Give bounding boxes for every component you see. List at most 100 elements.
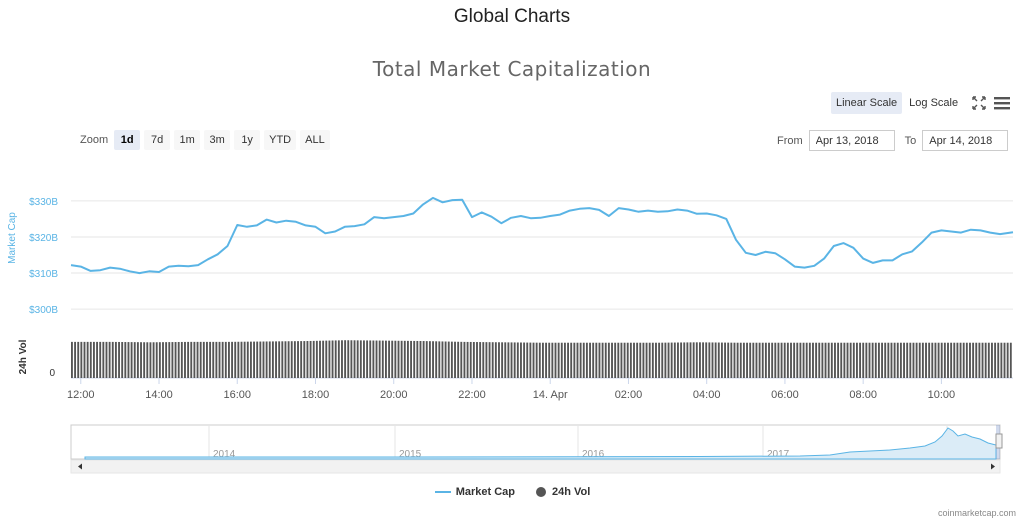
volume-bar bbox=[428, 341, 431, 378]
volume-bar bbox=[444, 341, 447, 378]
volume-bar bbox=[802, 342, 805, 378]
navigator-tick-label: 2015 bbox=[399, 449, 422, 460]
volume-bar bbox=[507, 342, 510, 378]
volume-bar bbox=[463, 341, 466, 378]
volume-bar bbox=[956, 342, 959, 378]
volume-bar bbox=[560, 342, 563, 378]
volume-bar bbox=[950, 342, 953, 378]
zoom-ytd-button[interactable]: YTD bbox=[264, 130, 297, 150]
volume-bar bbox=[925, 342, 927, 378]
volume-bar bbox=[366, 340, 369, 378]
volume-bar bbox=[491, 342, 494, 378]
scroll-right-icon[interactable] bbox=[991, 463, 995, 470]
volume-bar bbox=[319, 340, 321, 378]
volume-bar bbox=[369, 340, 372, 378]
volume-bar bbox=[206, 341, 208, 378]
volume-bar bbox=[111, 341, 114, 378]
volume-bar bbox=[962, 342, 965, 378]
volume-bar bbox=[542, 342, 544, 378]
legend-label-volume: 24h Vol bbox=[551, 486, 591, 498]
volume-bar bbox=[921, 342, 924, 378]
volume-bar bbox=[344, 340, 347, 378]
chart-title: Total Market Capitalization bbox=[372, 57, 652, 81]
volume-bar bbox=[347, 340, 350, 378]
volume-bar bbox=[648, 342, 651, 378]
volume-bar bbox=[89, 341, 92, 378]
x-tick-label: 20:00 bbox=[380, 389, 408, 401]
fullscreen-icon[interactable] bbox=[971, 95, 987, 111]
volume-bar bbox=[165, 342, 168, 378]
zoom-all-button[interactable]: ALL bbox=[300, 130, 330, 150]
zoom-1m-button[interactable]: 1m bbox=[174, 130, 201, 150]
credits[interactable]: coinmarketcap.com bbox=[937, 508, 1016, 518]
volume-bar bbox=[645, 342, 648, 378]
volume-bar bbox=[334, 340, 337, 378]
volume-bar bbox=[899, 342, 902, 378]
volume-bar bbox=[812, 342, 814, 378]
volume-bar bbox=[592, 342, 595, 378]
volume-bar bbox=[689, 342, 692, 378]
volume-bar bbox=[683, 342, 686, 378]
volume-bar bbox=[642, 342, 645, 378]
volume-bar bbox=[86, 341, 89, 378]
line-legend-icon bbox=[434, 491, 451, 493]
zoom-1y-button[interactable]: 1y bbox=[234, 130, 261, 150]
volume-bar bbox=[237, 341, 240, 378]
market-cap-line bbox=[70, 196, 1014, 275]
volume-bar bbox=[768, 342, 770, 378]
volume-bar bbox=[717, 342, 720, 378]
log-scale-button[interactable]: Log Scale bbox=[909, 97, 959, 109]
volume-bar bbox=[397, 340, 400, 378]
volume-bar bbox=[727, 342, 730, 378]
volume-bar bbox=[114, 341, 117, 378]
volume-bar bbox=[969, 342, 971, 378]
volume-bar bbox=[190, 341, 193, 378]
volume-bar bbox=[353, 340, 356, 378]
date-range-selector: From To bbox=[777, 130, 1009, 151]
from-date-input[interactable] bbox=[808, 130, 895, 151]
x-tick-label: 04:00 bbox=[693, 389, 721, 401]
zoom-1d-button[interactable]: 1d bbox=[114, 130, 141, 150]
x-tick-label: 22:00 bbox=[458, 389, 486, 401]
navigator-tick-label: 2017 bbox=[767, 449, 790, 460]
volume-bar bbox=[928, 342, 931, 378]
legend-item-volume[interactable]: 24h Vol bbox=[535, 486, 590, 498]
navigator-handle[interactable] bbox=[995, 433, 1003, 449]
volume-bar bbox=[903, 342, 905, 378]
volume-bar bbox=[912, 342, 915, 378]
zoom-3m-button[interactable]: 3m bbox=[204, 130, 231, 150]
legend-item-market-cap[interactable]: Market Cap bbox=[434, 486, 515, 498]
volume-bar bbox=[881, 342, 883, 378]
volume-bar bbox=[824, 342, 827, 378]
volume-bar bbox=[482, 342, 485, 378]
volume-bar bbox=[834, 342, 836, 378]
volume-bar bbox=[947, 342, 949, 378]
volume-bar bbox=[243, 341, 246, 378]
y2-axis-title: 24h Vol bbox=[18, 339, 29, 374]
volume-bar bbox=[705, 342, 708, 378]
volume-bar bbox=[871, 342, 874, 378]
volume-bar bbox=[805, 342, 808, 378]
volume-bar bbox=[752, 342, 755, 378]
volume-bar bbox=[441, 341, 444, 378]
menu-icon[interactable] bbox=[993, 95, 1011, 111]
volume-bar bbox=[774, 342, 777, 378]
volume-bar bbox=[136, 342, 139, 378]
volume-bar bbox=[309, 340, 312, 378]
volume-bar bbox=[1006, 342, 1009, 378]
volume-bar bbox=[981, 342, 984, 378]
volume-bar bbox=[551, 342, 554, 378]
volume-bar bbox=[997, 342, 1000, 378]
to-date-input[interactable] bbox=[922, 130, 1009, 151]
volume-bar bbox=[92, 341, 95, 378]
volume-bar bbox=[212, 341, 215, 378]
volume-bar bbox=[686, 342, 689, 378]
volume-bar bbox=[516, 342, 519, 378]
linear-scale-button[interactable]: Linear Scale bbox=[831, 92, 903, 114]
volume-bar bbox=[256, 341, 259, 378]
volume-bar bbox=[987, 342, 990, 378]
zoom-7d-button[interactable]: 7d bbox=[144, 130, 171, 150]
scroll-left-icon[interactable] bbox=[78, 463, 82, 470]
volume-bar bbox=[714, 342, 717, 378]
